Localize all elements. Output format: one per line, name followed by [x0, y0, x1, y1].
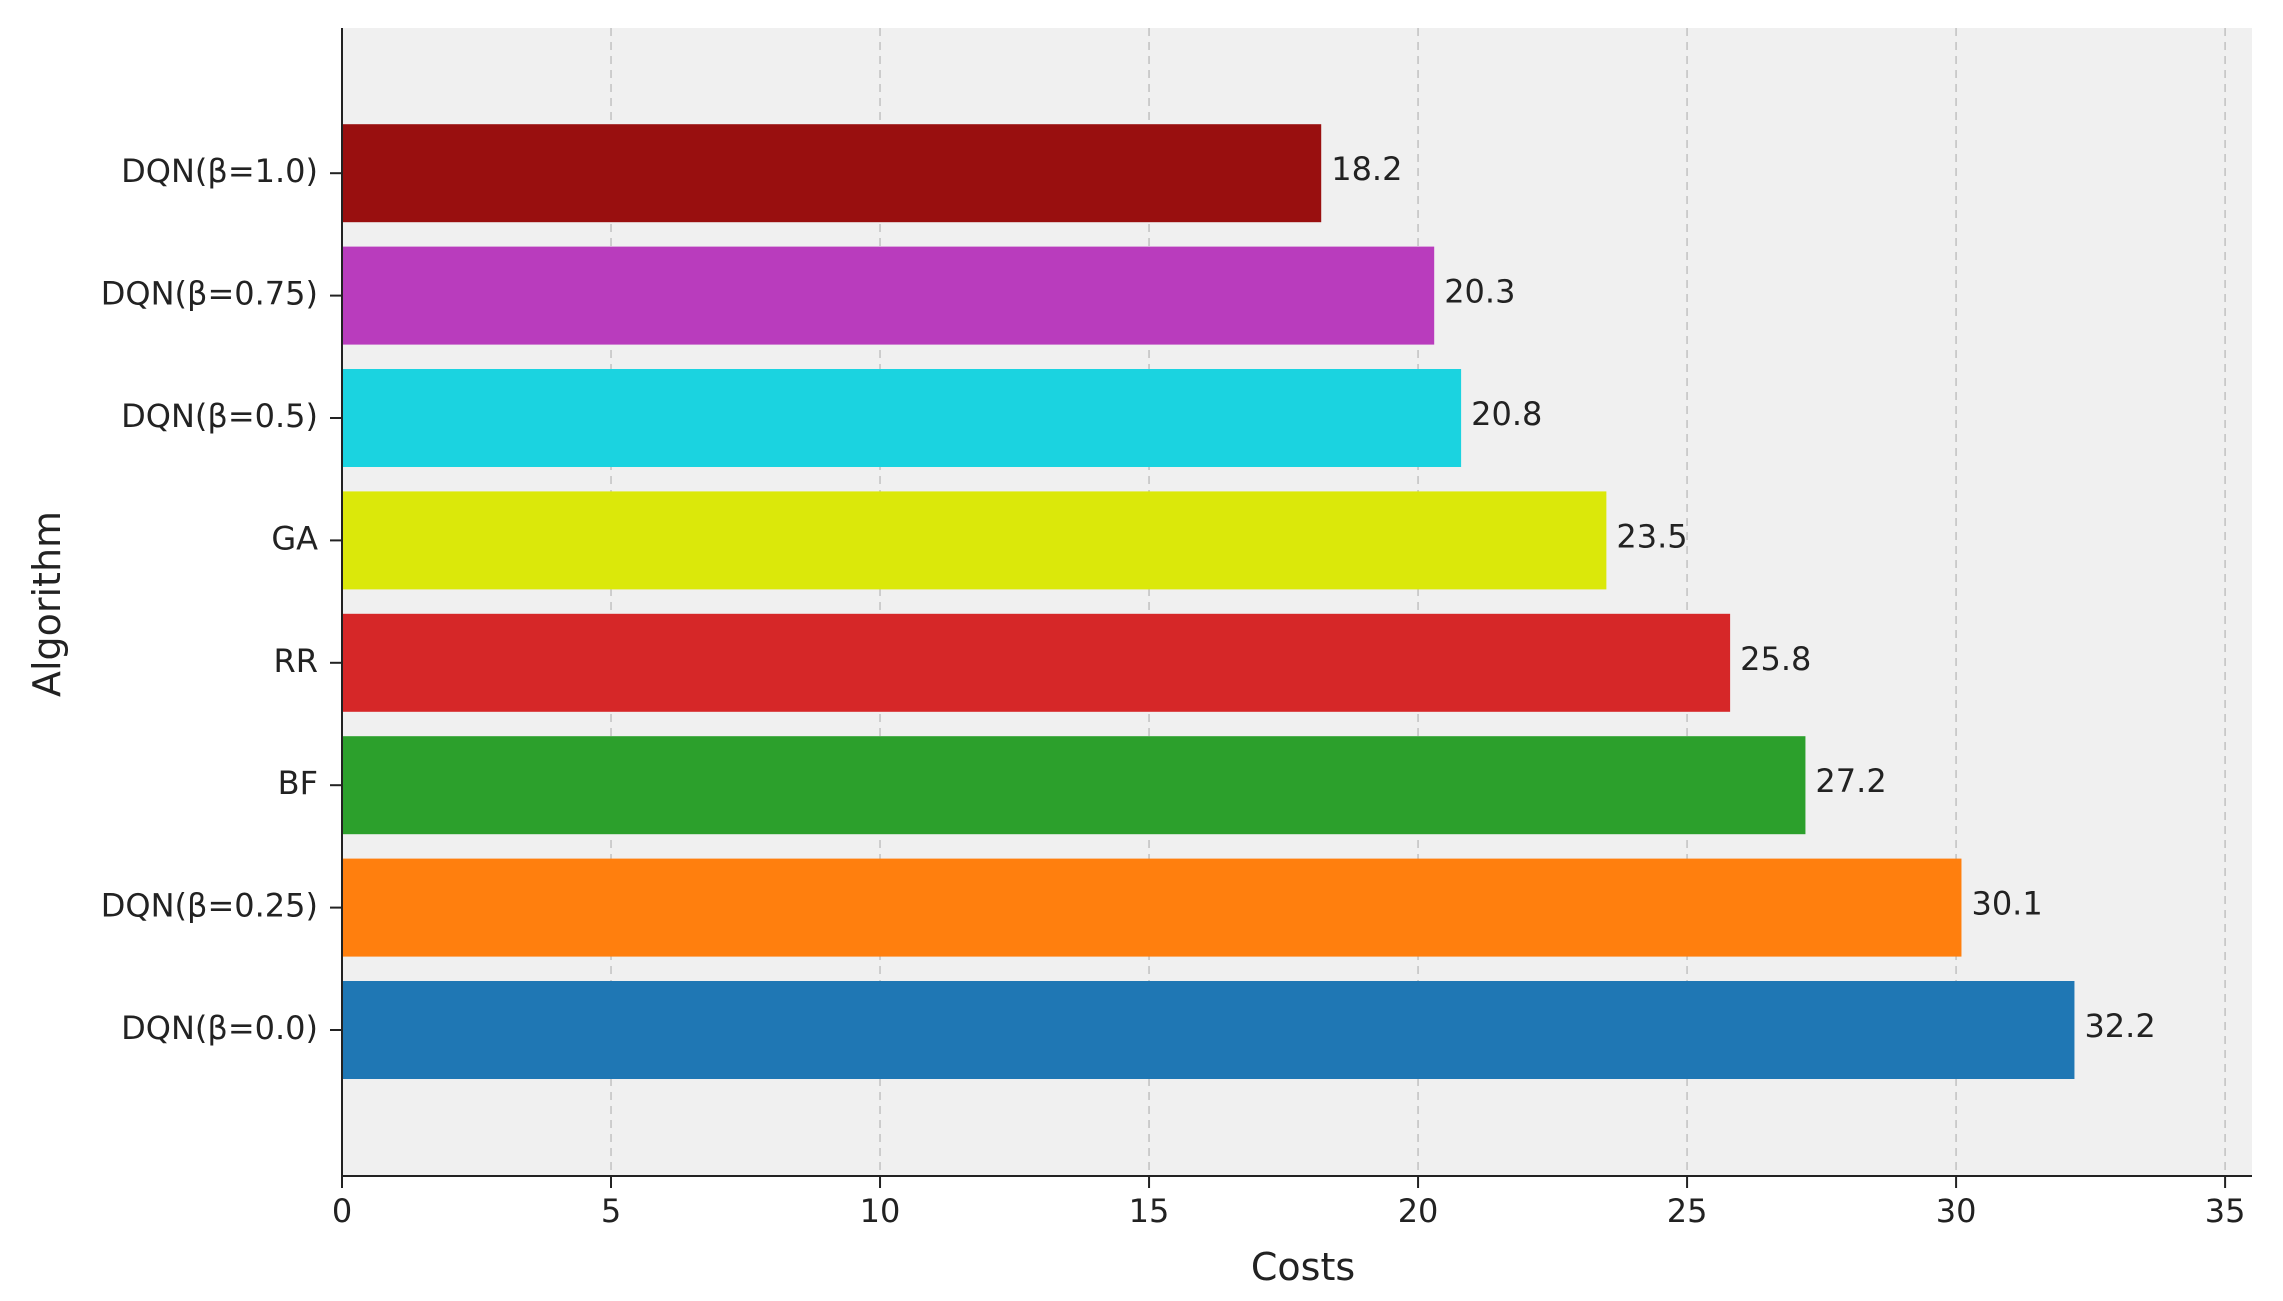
y-tick-label: GA — [271, 519, 318, 557]
x-tick-label: 5 — [601, 1192, 621, 1230]
x-axis-ticks: 0 5 10 15 20 25 30 35 — [332, 1176, 2246, 1230]
x-axis-title: Costs — [1251, 1245, 1355, 1289]
bar — [342, 858, 1962, 957]
bar — [342, 613, 1731, 712]
y-axis-title: Algorithm — [25, 511, 69, 697]
bar — [342, 736, 1806, 835]
x-tick-label: 30 — [1936, 1192, 1977, 1230]
bars — [342, 124, 2075, 1079]
x-tick-label: 35 — [2205, 1192, 2246, 1230]
bar — [342, 491, 1607, 590]
x-tick-label: 0 — [332, 1192, 352, 1230]
y-axis-ticks: DQN(β=0.0) DQN(β=0.25) BF RR GA DQN(β=0.5) DQN… — [101, 152, 342, 1047]
y-tick-label: RR — [274, 642, 318, 680]
y-tick-label: DQN(β=0.0) — [121, 1009, 318, 1047]
bar-value-labels: 32.2 30.1 27.2 25.8 23.5 20.8 20.3 18.2 — [1331, 150, 2155, 1045]
x-tick-label: 25 — [1667, 1192, 1708, 1230]
x-tick-label: 15 — [1129, 1192, 1170, 1230]
y-tick-label: BF — [278, 764, 318, 802]
bar-value-label: 30.1 — [1971, 885, 2042, 923]
bar-value-label: 32.2 — [2084, 1007, 2155, 1045]
bar — [342, 124, 1322, 223]
y-tick-label: DQN(β=1.0) — [121, 152, 318, 190]
bar-value-label: 27.2 — [1815, 762, 1886, 800]
y-tick-label: DQN(β=0.5) — [121, 397, 318, 435]
bar-value-label: 18.2 — [1331, 150, 1402, 188]
bar-value-label: 20.3 — [1444, 273, 1515, 311]
bar — [342, 369, 1462, 467]
bar-value-label: 25.8 — [1740, 640, 1811, 678]
x-tick-label: 10 — [860, 1192, 901, 1230]
y-tick-label: DQN(β=0.75) — [101, 275, 318, 313]
x-tick-label: 20 — [1398, 1192, 1439, 1230]
y-tick-label: DQN(β=0.25) — [101, 887, 318, 925]
bar-value-label: 20.8 — [1471, 395, 1542, 433]
bar-value-label: 23.5 — [1616, 517, 1687, 555]
bar — [342, 981, 2075, 1079]
bar — [342, 246, 1435, 345]
